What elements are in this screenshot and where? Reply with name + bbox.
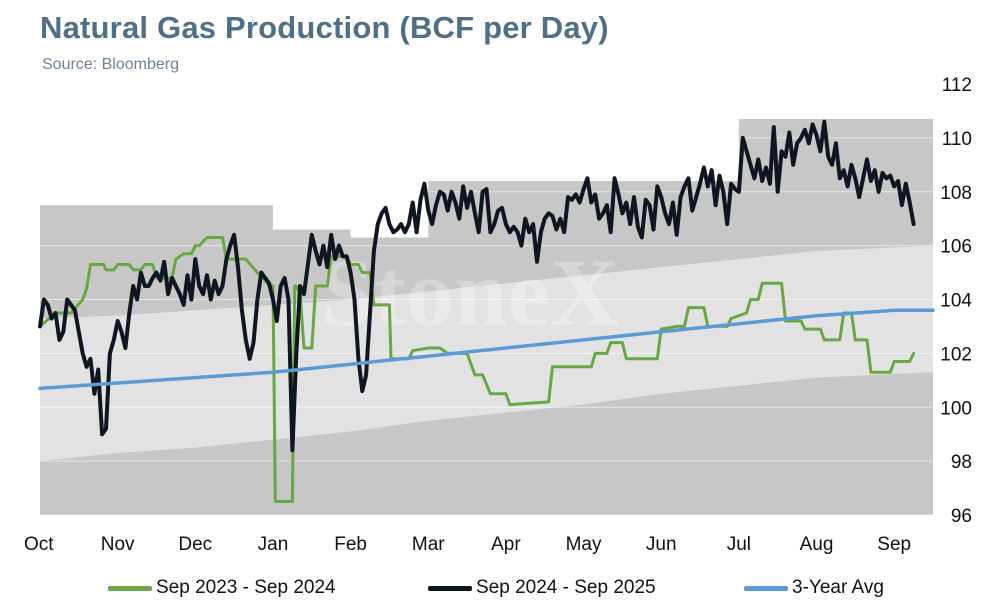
legend-label: 3-Year Avg — [792, 577, 884, 598]
legend-item-sep2425: Sep 2024 - Sep 2025 — [428, 572, 656, 604]
y-tick-label: 100 — [940, 398, 972, 419]
y-tick-label: 110 — [942, 129, 972, 150]
y-tick-label: 96 — [951, 506, 972, 527]
x-tick-label: May — [566, 534, 602, 555]
legend-swatch-sep2324 — [108, 585, 152, 591]
line-chart: StoneX 96 98 100 102 104 106 108 110 112 Oct Nov D… — [24, 75, 972, 555]
x-axis-ticks: Oct Nov Dec Jan Feb Mar Apr May Jun Jul Aug Sep — [24, 534, 911, 555]
y-tick-label: 108 — [940, 183, 972, 204]
x-tick-label: Jun — [646, 534, 677, 555]
series-line-2 — [38, 308, 935, 391]
y-tick-label: 98 — [951, 452, 972, 473]
x-tick-label: Jan — [258, 534, 289, 555]
y-tick-label: 102 — [940, 344, 972, 365]
x-tick-label: Mar — [412, 534, 445, 555]
legend-item-avg: 3-Year Avg — [744, 572, 884, 604]
x-tick-label: Jul — [727, 534, 751, 555]
x-tick-label: Aug — [800, 534, 834, 555]
y-tick-label: 104 — [940, 291, 972, 312]
legend: Sep 2023 - Sep 2024 Sep 2024 - Sep 2025 … — [0, 572, 994, 604]
x-tick-label: Oct — [24, 534, 54, 555]
y-tick-label: 112 — [942, 75, 972, 96]
series-lines — [38, 119, 935, 503]
x-tick-label: Sep — [877, 534, 911, 555]
legend-item-sep2324: Sep 2023 - Sep 2024 — [108, 572, 336, 604]
legend-label: Sep 2023 - Sep 2024 — [156, 577, 336, 598]
series-line-1 — [38, 119, 916, 453]
legend-swatch-sep2425 — [428, 585, 472, 591]
x-tick-label: Feb — [334, 534, 367, 555]
y-tick-label: 106 — [940, 237, 972, 258]
legend-label: Sep 2024 - Sep 2025 — [476, 577, 656, 598]
chart-title: Natural Gas Production (BCF per Day) — [40, 10, 609, 45]
x-tick-label: Nov — [101, 534, 135, 555]
chart-subtitle: Source: Bloomberg — [42, 56, 179, 73]
y-axis-ticks: 96 98 100 102 104 106 108 110 112 — [940, 75, 972, 527]
watermark: StoneX — [321, 239, 620, 346]
legend-swatch-avg — [744, 585, 788, 591]
x-tick-label: Dec — [178, 534, 212, 555]
x-tick-label: Apr — [491, 534, 521, 555]
